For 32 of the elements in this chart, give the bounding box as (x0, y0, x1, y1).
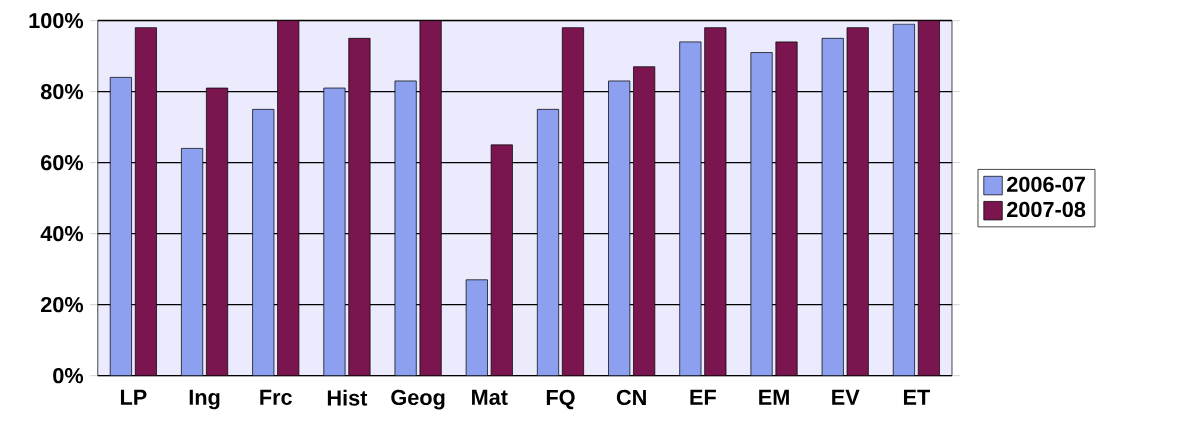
x-tick-label: Frc (260, 389, 292, 405)
legend-label: 2006-07 (1007, 176, 1085, 192)
bar (679, 41, 702, 376)
bar (608, 80, 631, 376)
x-tick-label: FQ (546, 389, 575, 410)
x-tick-label: LP (120, 389, 147, 405)
bar (536, 108, 560, 376)
x-tick-label: ET (903, 389, 931, 405)
x-tick-label: EF (690, 389, 716, 405)
y-tick-label: 20% (41, 296, 84, 313)
y-tick-label: 40% (40, 225, 84, 242)
x-tick-label: EV (832, 389, 860, 405)
bar (181, 148, 204, 376)
bar (750, 52, 773, 376)
bar (394, 80, 417, 376)
x-tick-label: CN (616, 389, 646, 406)
x-tick-label: Mat (472, 389, 508, 405)
x-tick-label: Hist (327, 389, 368, 406)
bar (465, 279, 488, 376)
x-tick-label: EM (759, 389, 789, 405)
y-tick-label: 100% (29, 12, 84, 29)
x-tick-label: Ing (189, 389, 220, 410)
bar (892, 23, 915, 376)
legend-label: 2007-08 (1007, 201, 1086, 218)
bar (821, 37, 844, 376)
bar (323, 87, 346, 376)
bar (252, 108, 275, 376)
y-tick-label: 60% (41, 154, 84, 171)
x-tick-label: Geog (391, 389, 445, 410)
y-tick-label: 80% (40, 83, 84, 100)
y-tick-label: 0% (53, 367, 84, 384)
bar (109, 76, 132, 376)
